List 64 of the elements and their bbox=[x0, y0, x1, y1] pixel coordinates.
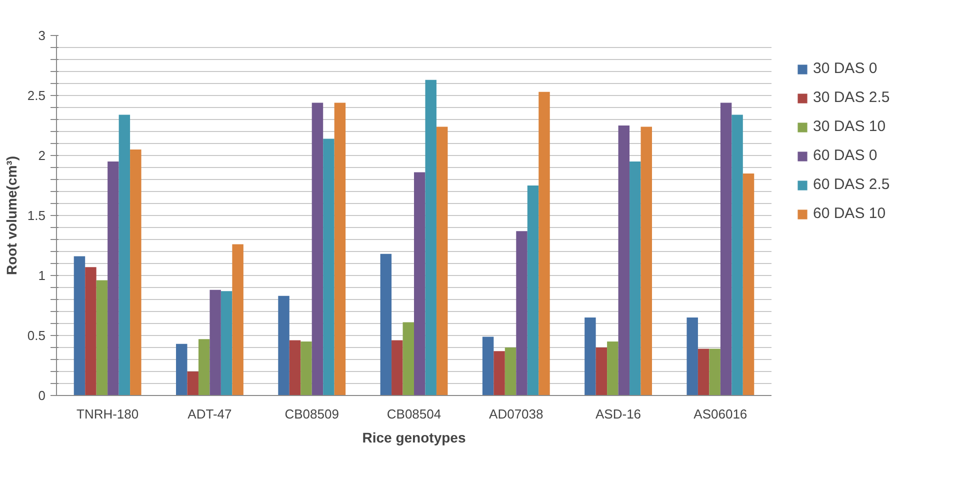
legend-label: 30 DAS 0 bbox=[813, 60, 878, 77]
bar bbox=[74, 256, 86, 396]
bar bbox=[482, 336, 494, 396]
bar bbox=[527, 186, 539, 396]
bar bbox=[278, 296, 290, 396]
bar bbox=[232, 244, 244, 396]
bar bbox=[402, 322, 414, 396]
bar bbox=[210, 290, 221, 396]
bar bbox=[380, 254, 392, 396]
bar bbox=[732, 114, 743, 396]
y-tick-label: 0 bbox=[38, 388, 46, 403]
bar bbox=[220, 291, 232, 396]
bar bbox=[686, 318, 698, 396]
bar bbox=[494, 351, 505, 396]
bar bbox=[176, 344, 188, 396]
y-tick-label: 1 bbox=[38, 268, 46, 283]
x-tick-label: TNRH-180 bbox=[76, 406, 139, 422]
y-tick-label: 3 bbox=[38, 28, 46, 43]
legend-label: 60 DAS 2.5 bbox=[813, 176, 890, 193]
y-axis-title: Root volume(cm³) bbox=[3, 156, 20, 275]
bar bbox=[698, 348, 710, 396]
bar bbox=[414, 172, 426, 396]
bar bbox=[96, 280, 108, 396]
x-tick-label: AS06016 bbox=[694, 406, 748, 422]
bar bbox=[516, 231, 528, 396]
bar bbox=[425, 80, 436, 396]
legend-label: 30 DAS 10 bbox=[813, 118, 886, 135]
bar bbox=[709, 348, 720, 396]
y-tick-label: 2 bbox=[38, 148, 46, 163]
bar bbox=[118, 114, 130, 396]
bar bbox=[198, 339, 210, 396]
bar bbox=[289, 340, 301, 396]
y-tick-label: 2.5 bbox=[27, 88, 46, 103]
bar bbox=[596, 348, 608, 396]
legend-label: 30 DAS 2.5 bbox=[813, 89, 890, 106]
x-tick-label: ADT-47 bbox=[188, 406, 232, 422]
bar bbox=[323, 138, 334, 396]
bar bbox=[85, 267, 96, 396]
bar bbox=[334, 102, 346, 396]
bar bbox=[607, 342, 618, 396]
bar bbox=[436, 126, 448, 396]
bar bbox=[392, 340, 403, 396]
bar bbox=[187, 372, 198, 396]
legend-label: 60 DAS 10 bbox=[813, 205, 886, 222]
y-tick-label: 0.5 bbox=[27, 328, 46, 343]
legend-label: 60 DAS 0 bbox=[813, 147, 878, 164]
x-axis-title: Rice genotypes bbox=[362, 430, 466, 446]
x-tick-label: CB08504 bbox=[386, 406, 442, 422]
bar bbox=[640, 126, 652, 396]
bar bbox=[130, 150, 142, 396]
bar bbox=[504, 348, 516, 396]
x-tick-label: AD07038 bbox=[489, 406, 544, 422]
bar bbox=[538, 92, 550, 396]
bar bbox=[584, 318, 596, 396]
bar bbox=[630, 162, 641, 396]
y-tick-label: 1.5 bbox=[27, 208, 46, 223]
x-tick-label: ASD-16 bbox=[596, 406, 642, 422]
bar bbox=[720, 102, 732, 396]
bar bbox=[742, 174, 754, 396]
bar bbox=[618, 126, 630, 396]
bar bbox=[312, 102, 324, 396]
bar bbox=[108, 162, 119, 396]
x-tick-label: CB08509 bbox=[284, 406, 339, 422]
bar bbox=[300, 342, 312, 396]
